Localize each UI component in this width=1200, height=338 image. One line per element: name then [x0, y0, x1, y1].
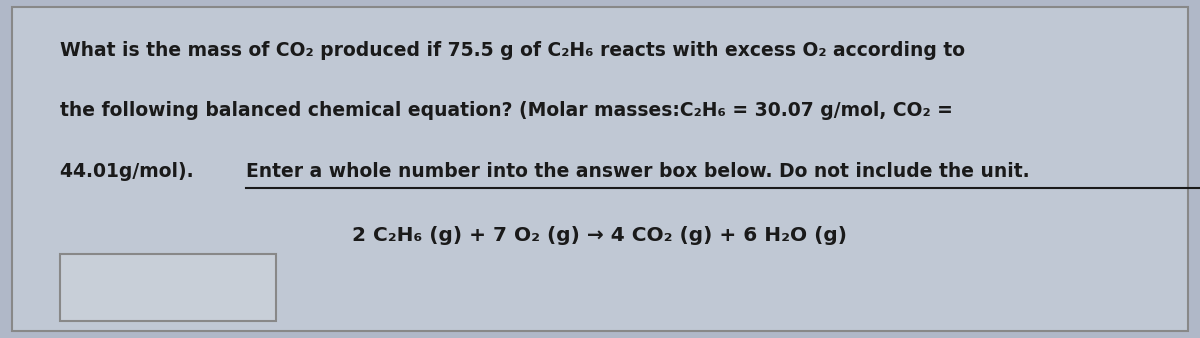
Text: What is the mass of CO₂ produced if 75.5 g of C₂H₆ reacts with excess O₂ accordi: What is the mass of CO₂ produced if 75.5… [60, 41, 965, 59]
Text: 2 C₂H₆ (g) + 7 O₂ (g) → 4 CO₂ (g) + 6 H₂O (g): 2 C₂H₆ (g) + 7 O₂ (g) → 4 CO₂ (g) + 6 H₂… [353, 226, 847, 245]
FancyBboxPatch shape [12, 7, 1188, 331]
Text: the following balanced chemical equation? (Molar masses:C₂H₆ = 30.07 g/mol, CO₂ : the following balanced chemical equation… [60, 101, 953, 120]
FancyBboxPatch shape [60, 254, 276, 321]
Text: 44.01g/mol).: 44.01g/mol). [60, 162, 200, 181]
Text: Enter a whole number into the answer box below. Do not include the unit.: Enter a whole number into the answer box… [246, 162, 1030, 181]
